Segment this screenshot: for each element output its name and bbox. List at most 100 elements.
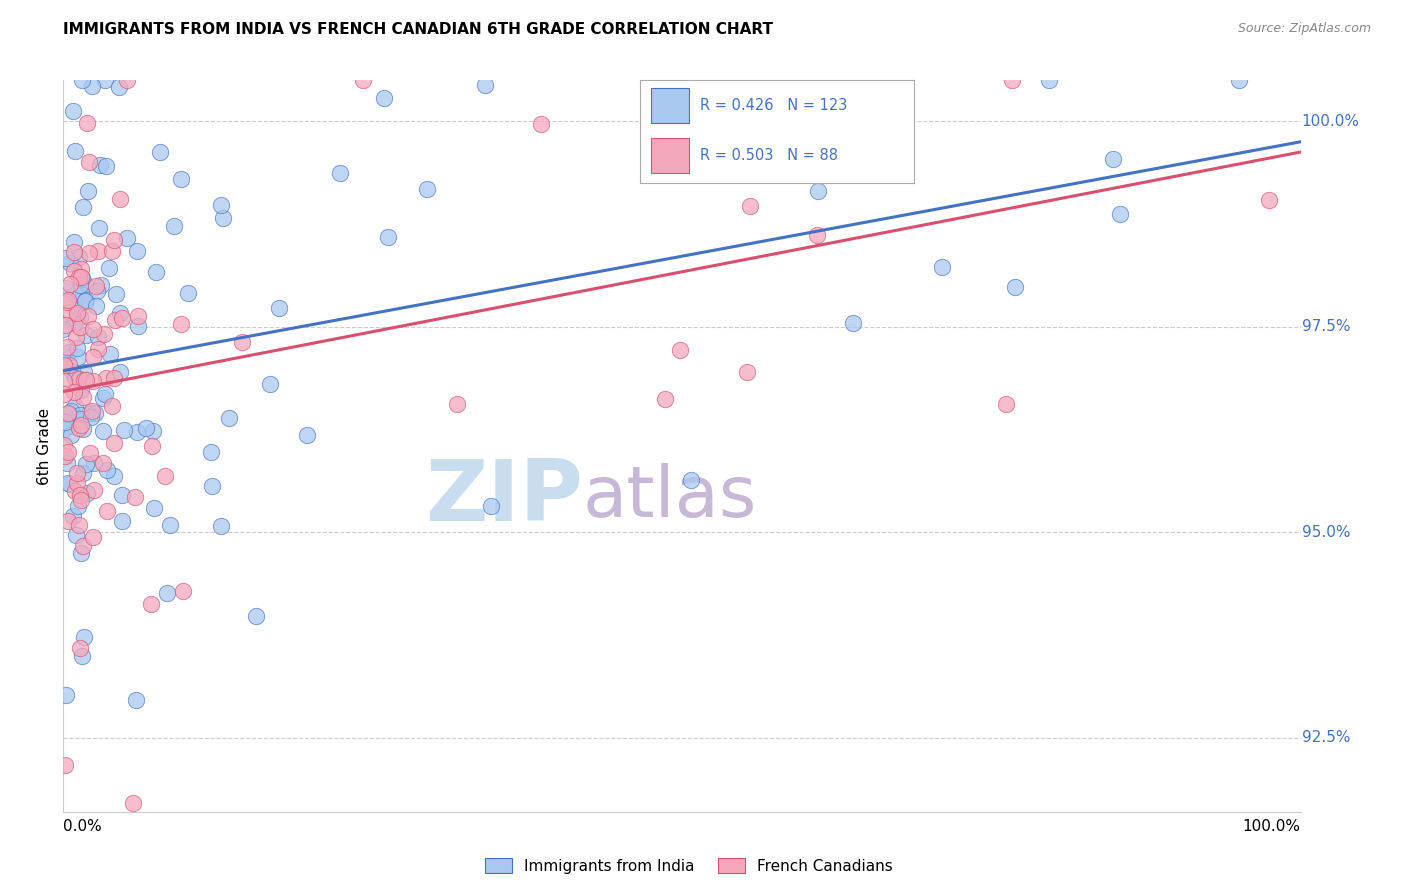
Point bbox=[297, 428, 319, 442]
Point bbox=[75, 457, 97, 471]
Point bbox=[75, 328, 97, 343]
Point bbox=[842, 317, 865, 331]
Point bbox=[69, 488, 91, 502]
Point bbox=[352, 73, 374, 87]
Point bbox=[59, 476, 82, 491]
Point bbox=[806, 228, 828, 243]
Point bbox=[69, 310, 91, 324]
Point bbox=[80, 404, 103, 418]
Point bbox=[1227, 73, 1250, 87]
Point bbox=[56, 407, 79, 421]
Point bbox=[127, 310, 149, 324]
Text: 95.0%: 95.0% bbox=[1302, 524, 1350, 540]
Point bbox=[117, 73, 139, 87]
Point bbox=[1257, 193, 1279, 207]
Point bbox=[101, 399, 124, 413]
Point bbox=[737, 365, 759, 379]
Legend: Immigrants from India, French Canadians: Immigrants from India, French Canadians bbox=[478, 852, 900, 880]
Point bbox=[65, 483, 87, 498]
Point bbox=[94, 387, 117, 401]
Point bbox=[63, 399, 86, 413]
Point bbox=[377, 230, 399, 244]
Point bbox=[53, 422, 76, 436]
Point bbox=[83, 456, 105, 470]
Point bbox=[89, 157, 111, 171]
Text: atlas: atlas bbox=[583, 463, 758, 532]
Point bbox=[53, 374, 76, 388]
Point bbox=[159, 518, 181, 533]
Text: 97.5%: 97.5% bbox=[1302, 319, 1350, 334]
Point bbox=[66, 411, 89, 425]
Point bbox=[72, 539, 94, 553]
Point bbox=[82, 350, 104, 364]
Point bbox=[86, 284, 108, 298]
Point bbox=[66, 476, 89, 491]
Point bbox=[870, 103, 893, 117]
Point bbox=[76, 184, 98, 198]
Point bbox=[83, 483, 105, 498]
Point bbox=[70, 546, 93, 560]
Point bbox=[79, 445, 101, 459]
Point bbox=[145, 264, 167, 278]
Point bbox=[58, 293, 80, 307]
Point bbox=[112, 424, 135, 438]
Point bbox=[60, 404, 83, 418]
Point bbox=[70, 383, 93, 397]
Point bbox=[77, 245, 100, 260]
Point bbox=[58, 445, 80, 459]
Text: Source: ZipAtlas.com: Source: ZipAtlas.com bbox=[1237, 22, 1371, 36]
Point bbox=[91, 456, 114, 470]
Point bbox=[72, 422, 94, 436]
Point bbox=[654, 392, 676, 407]
Point bbox=[163, 219, 186, 233]
Point bbox=[58, 345, 80, 359]
Point bbox=[125, 693, 148, 707]
Point bbox=[807, 184, 830, 198]
Point bbox=[105, 287, 128, 301]
Bar bbox=[651, 137, 689, 173]
Point bbox=[69, 640, 91, 655]
Point bbox=[211, 211, 233, 225]
Point bbox=[65, 528, 87, 542]
Point bbox=[79, 407, 101, 421]
Point bbox=[259, 377, 281, 392]
Point bbox=[67, 518, 90, 533]
Point bbox=[77, 309, 100, 323]
Point bbox=[153, 469, 176, 483]
Point bbox=[679, 473, 702, 487]
Point bbox=[59, 277, 82, 291]
Point bbox=[1004, 279, 1026, 293]
Point bbox=[90, 278, 112, 293]
Point bbox=[67, 372, 90, 386]
Point bbox=[91, 424, 114, 438]
Point bbox=[73, 293, 96, 308]
Bar bbox=[651, 88, 689, 123]
Point bbox=[669, 343, 692, 357]
Point bbox=[63, 371, 86, 385]
Point bbox=[107, 79, 129, 94]
Point bbox=[142, 500, 165, 515]
Point bbox=[77, 155, 100, 169]
Point bbox=[122, 796, 145, 810]
Point bbox=[724, 155, 747, 169]
Point bbox=[201, 479, 224, 493]
Point bbox=[84, 278, 107, 293]
Point bbox=[738, 199, 761, 213]
Point bbox=[56, 456, 79, 470]
Point bbox=[177, 285, 200, 300]
Point bbox=[69, 277, 91, 292]
Point bbox=[98, 347, 121, 361]
Point bbox=[52, 386, 75, 401]
Point bbox=[66, 350, 89, 364]
Point bbox=[69, 411, 91, 425]
Point bbox=[103, 469, 125, 483]
Point bbox=[67, 269, 90, 284]
Point bbox=[96, 504, 118, 518]
Point bbox=[56, 294, 79, 309]
Point bbox=[91, 391, 114, 405]
Point bbox=[73, 365, 96, 379]
Point bbox=[474, 78, 496, 92]
Point bbox=[245, 609, 267, 624]
Point bbox=[108, 306, 131, 320]
Point bbox=[70, 73, 93, 87]
